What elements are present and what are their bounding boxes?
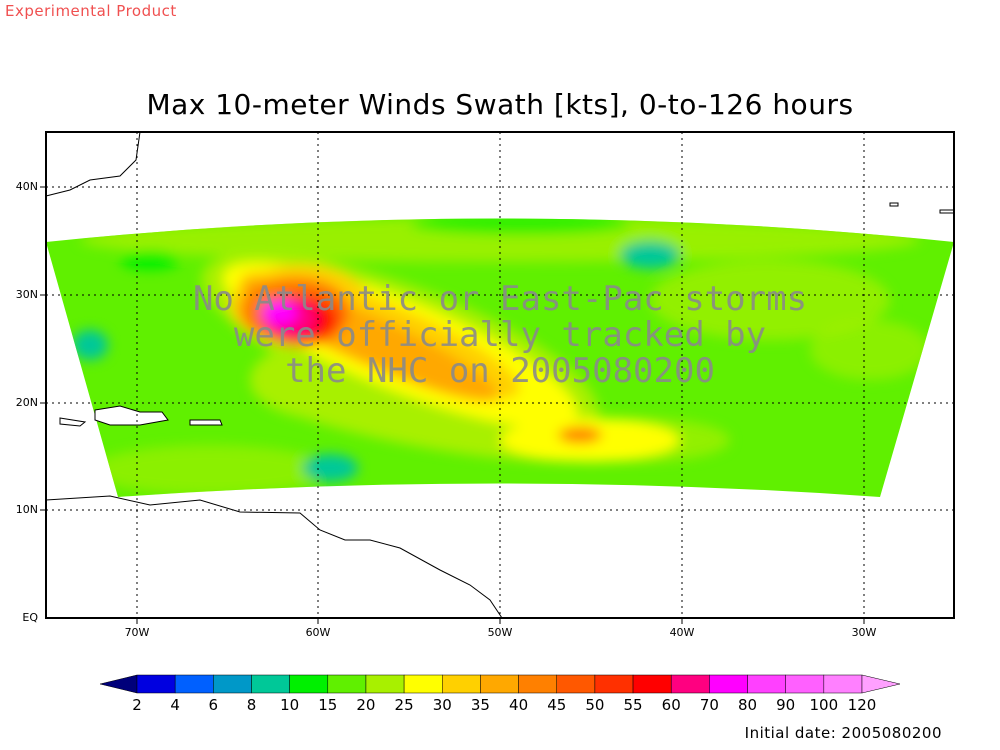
colorbar-label: 60 xyxy=(661,696,681,714)
colorbar-label: 15 xyxy=(318,696,338,714)
colorbar-swatch xyxy=(251,674,290,694)
colorbar-swatch xyxy=(556,674,596,694)
colorbar-label: 50 xyxy=(585,696,605,714)
colorbar-swatch xyxy=(632,674,672,694)
colorbar-swatch xyxy=(670,674,710,694)
no-storms-notice: No Atlantic or East-Pac storms were offi… xyxy=(193,279,807,391)
wind-swath xyxy=(46,218,954,497)
colorbar-label: 20 xyxy=(356,696,376,714)
colorbar-swatch xyxy=(403,674,443,694)
colorbar-label: 4 xyxy=(170,696,180,714)
colorbar-swatch xyxy=(709,674,748,694)
grid-lines xyxy=(46,132,954,618)
colorbar-label: 40 xyxy=(509,696,529,714)
lat-label-10n: 10N xyxy=(15,503,38,516)
colorbar-swatch xyxy=(289,674,329,694)
colorbar-swatch xyxy=(442,674,481,694)
notice-line-2: were officially tracked by xyxy=(234,315,766,355)
colorbar-swatch xyxy=(785,674,825,694)
lon-label-60w: 60W xyxy=(305,626,331,639)
colorbar-swatch xyxy=(823,674,863,694)
colorbar-right-arrow xyxy=(861,674,901,694)
colorbar-label: 2 xyxy=(132,696,142,714)
colorbar-label: 8 xyxy=(246,696,257,714)
lat-label-40n: 40N xyxy=(15,180,38,193)
colorbar-left-arrow xyxy=(99,674,138,694)
colorbar xyxy=(99,674,901,694)
colorbar-swatch xyxy=(747,674,786,694)
experimental-product-label: Experimental Product xyxy=(5,2,177,20)
coastlines xyxy=(45,131,955,619)
notice-line-1: No Atlantic or East-Pac storms xyxy=(193,279,807,319)
colorbar-swatch xyxy=(213,674,252,694)
colorbar-swatch xyxy=(174,674,214,694)
colorbar-label: 35 xyxy=(470,696,490,714)
colorbar-label: 70 xyxy=(699,696,719,714)
initial-date: Initial date: 2005080200 xyxy=(744,724,942,742)
lon-label-40w: 40W xyxy=(669,626,695,639)
colorbar-label: 100 xyxy=(809,696,839,714)
colorbar-swatch xyxy=(518,674,557,694)
lon-label-30w: 30W xyxy=(851,626,877,639)
colorbar-label: 6 xyxy=(208,696,219,714)
lon-label-50w: 50W xyxy=(487,626,513,639)
colorbar-label: 90 xyxy=(776,696,796,714)
colorbar-swatch xyxy=(136,674,176,694)
colorbar-swatch xyxy=(327,674,367,694)
lat-label-eq: EQ xyxy=(22,611,38,624)
chart-title: Max 10-meter Winds Swath [kts], 0-to-126… xyxy=(146,88,854,121)
lat-label-30n: 30N xyxy=(15,288,38,301)
colorbar-label: 25 xyxy=(394,696,414,714)
colorbar-swatch xyxy=(480,674,519,694)
colorbar-label: 120 xyxy=(847,696,877,714)
colorbar-label: 30 xyxy=(432,696,452,714)
lon-label-70w: 70W xyxy=(124,626,150,639)
colorbar-label: 10 xyxy=(280,696,300,714)
colorbar-label: 55 xyxy=(623,696,643,714)
lat-label-20n: 20N xyxy=(15,396,38,409)
colorbar-swatch xyxy=(365,674,405,694)
notice-line-3: the NHC on 2005080200 xyxy=(285,351,715,391)
colorbar-swatch xyxy=(594,674,634,694)
colorbar-label: 80 xyxy=(737,696,758,714)
colorbar-label: 45 xyxy=(547,696,567,714)
